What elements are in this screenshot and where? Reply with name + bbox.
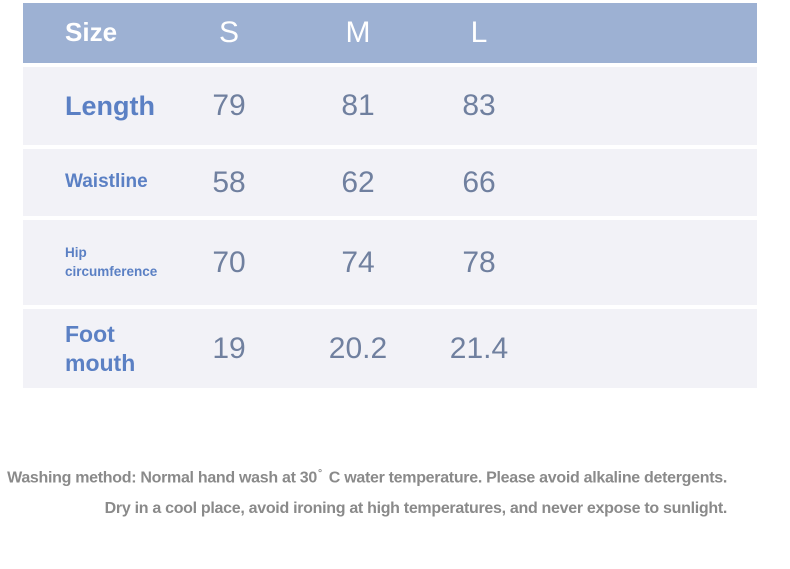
length-value-m: 81	[341, 89, 375, 122]
row-label-hip-circumference: Hip circumference	[65, 245, 158, 279]
length-value-s: 79	[212, 89, 246, 122]
column-header-l: L	[470, 16, 488, 49]
table-row-length: Length 79 81 83	[23, 67, 757, 145]
waistline-value-m: 62	[341, 165, 375, 199]
waistline-value-l: 66	[462, 165, 496, 199]
hip-value-l: 78	[462, 245, 496, 279]
row-label-foot-mouth: Foot mouth	[65, 320, 136, 376]
washing-method-text-before-degree: Washing method: Normal hand wash at 30	[7, 469, 317, 487]
washing-method-line: Washing method: Normal hand wash at 30° C…	[0, 468, 727, 487]
table-row-foot-mouth: Foot mouth 19 20.2 21.4	[23, 309, 757, 388]
foot-mouth-value-s: 19	[212, 331, 246, 365]
size-table-header-row: Size S M L	[23, 3, 757, 63]
column-header-m: M	[345, 16, 371, 49]
size-table: Size S M L Length 79 81 83 Waistline 58 …	[23, 3, 757, 388]
hip-value-m: 74	[341, 245, 375, 279]
size-header-label: Size	[65, 17, 118, 48]
table-row-waistline: Waistline 58 62 66	[23, 149, 757, 216]
foot-mouth-value-m: 20.2	[328, 331, 388, 365]
washing-method-text-after-degree: C water temperature. Please avoid alkali…	[328, 469, 728, 487]
row-label-length: Length	[65, 90, 155, 121]
table-row-hip-circumference: Hip circumference 70 74 78	[23, 220, 757, 305]
care-instructions: Washing method: Normal hand wash at 30° C…	[0, 468, 790, 518]
foot-mouth-value-l: 21.4	[449, 331, 509, 365]
drying-instructions-line: Dry in a cool place, avoid ironing at hi…	[104, 500, 728, 518]
row-label-waistline: Waistline	[65, 171, 148, 193]
length-value-l: 83	[462, 89, 496, 122]
column-header-s: S	[218, 16, 239, 49]
waistline-value-s: 58	[212, 165, 246, 199]
degree-symbol: °	[317, 468, 322, 479]
hip-value-s: 70	[212, 245, 246, 279]
